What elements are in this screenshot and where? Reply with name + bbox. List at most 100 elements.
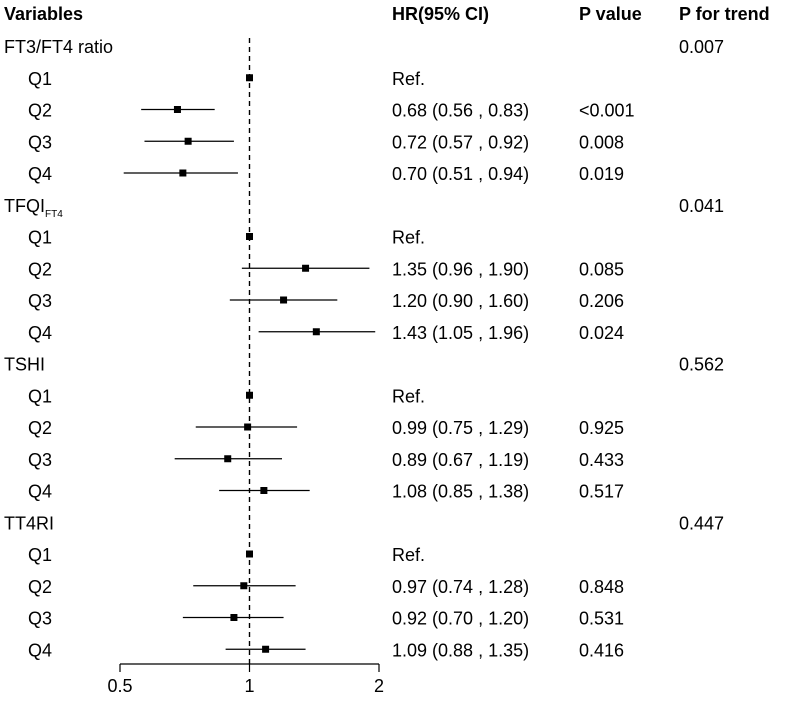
- p-value: 0.416: [579, 640, 624, 660]
- table-row: Q1 Ref.: [28, 545, 425, 565]
- p-value: 0.925: [579, 418, 624, 438]
- x-tick-label: 2: [374, 676, 384, 696]
- group-label: TSHI: [4, 355, 45, 375]
- hr-point-marker: [246, 391, 253, 399]
- hr-ci-text: Ref.: [392, 545, 425, 565]
- group-label: TT4RI: [4, 513, 54, 533]
- row-label: Q3: [28, 450, 52, 470]
- table-row: Q2 0.97 (0.74 , 1.28) 0.848: [28, 577, 624, 597]
- hr-ci-text: 1.09 (0.88 , 1.35): [392, 640, 529, 660]
- table-row: Q2 0.99 (0.75 , 1.29) 0.925: [28, 418, 624, 438]
- row-label: Q1: [28, 386, 52, 406]
- hr-point-marker: [230, 614, 238, 621]
- hr-ci-text: Ref.: [392, 69, 425, 89]
- p-value: 0.433: [579, 450, 624, 470]
- hr-ci-text: 0.70 (0.51 , 0.94): [392, 164, 529, 184]
- row-label: Q3: [28, 609, 52, 629]
- hr-point-marker: [240, 582, 248, 590]
- header-variables: Variables: [4, 4, 83, 24]
- table-row: Q1 Ref.: [28, 386, 425, 406]
- hr-point-marker: [302, 264, 310, 272]
- header-hr: HR(95% CI): [392, 4, 489, 24]
- hr-point-marker: [280, 296, 288, 304]
- p-for-trend: 0.562: [679, 355, 724, 375]
- p-value: 0.085: [579, 259, 624, 279]
- table-row: Q3 0.92 (0.70 , 1.20) 0.531: [28, 609, 624, 629]
- table-row: Q3 0.72 (0.57 , 0.92) 0.008: [28, 132, 624, 152]
- group-1: FT3/FT4 ratio 0.007 Q1 Ref. Q2 0.68 (0.56 , 0…: [4, 37, 724, 184]
- hr-point-marker: [246, 550, 253, 558]
- column-headers: Variables HR(95% CI) P value P for trend: [4, 4, 770, 24]
- table-row: Q1 Ref.: [28, 69, 425, 89]
- row-label: Q1: [28, 228, 52, 248]
- table-row: Q3 0.89 (0.67 , 1.19) 0.433: [28, 450, 624, 470]
- hr-ci-text: 1.20 (0.90 , 1.60): [392, 291, 529, 311]
- hr-ci-text: 1.43 (1.05 , 1.96): [392, 323, 529, 343]
- row-label: Q4: [28, 640, 52, 660]
- table-row: Q4 0.70 (0.51 , 0.94) 0.019: [28, 164, 624, 184]
- hr-point-marker: [244, 423, 252, 431]
- p-value: 0.848: [579, 577, 624, 597]
- hr-ci-text: 1.35 (0.96 , 1.90): [392, 259, 529, 279]
- row-label: Q4: [28, 482, 52, 502]
- p-value: 0.024: [579, 323, 624, 343]
- p-value: 0.531: [579, 609, 624, 629]
- table-row: Q3 1.20 (0.90 , 1.60) 0.206: [28, 291, 624, 311]
- hr-point-marker: [224, 455, 232, 463]
- p-for-trend: 0.007: [679, 37, 724, 57]
- hr-point-marker: [173, 106, 181, 113]
- p-value: 0.206: [579, 291, 624, 311]
- p-for-trend: 0.447: [679, 513, 724, 533]
- table-row: Q1 Ref.: [28, 228, 425, 248]
- group-2: TFQI FT4 0.041 Q1 Ref. Q2 1.35 (0.96 , 1.90) 0.…: [4, 196, 724, 343]
- table-row: Q2 1.35 (0.96 , 1.90) 0.085: [28, 259, 624, 279]
- table-row: Q2 0.68 (0.56 , 0.83) <0.001: [28, 101, 635, 121]
- hr-point-marker: [260, 487, 268, 494]
- hr-point-marker: [179, 169, 187, 177]
- header-p-value: P value: [579, 4, 642, 24]
- group-3: TSHI 0.562 Q1 Ref. Q2 0.99 (0.75 , 1.29) 0.925…: [4, 355, 724, 502]
- hr-ci-text: Ref.: [392, 386, 425, 406]
- header-p-trend: P for trend: [679, 4, 770, 24]
- hr-ci-text: 1.08 (0.85 , 1.38): [392, 482, 529, 502]
- row-label: Q2: [28, 577, 52, 597]
- hr-point-marker: [262, 645, 270, 653]
- group-label: TFQI: [4, 196, 45, 216]
- row-label: Q3: [28, 291, 52, 311]
- row-label: Q2: [28, 418, 52, 438]
- hr-ci-text: 0.72 (0.57 , 0.92): [392, 132, 529, 152]
- rows-layer: FT3/FT4 ratio 0.007 Q1 Ref. Q2 0.68 (0.56 , 0…: [4, 37, 724, 660]
- row-label: Q2: [28, 259, 52, 279]
- hr-point-marker: [246, 74, 253, 82]
- table-row: Q4 1.43 (1.05 , 1.96) 0.024: [28, 323, 624, 343]
- row-label: Q2: [28, 101, 52, 121]
- group-label-subscript: FT4: [45, 209, 63, 220]
- p-value: 0.517: [579, 482, 624, 502]
- hr-point-marker: [184, 137, 192, 145]
- p-value: 0.019: [579, 164, 624, 184]
- p-value: <0.001: [579, 101, 635, 121]
- row-label: Q4: [28, 164, 52, 184]
- row-label: Q1: [28, 545, 52, 565]
- x-tick-label: 1: [244, 676, 254, 696]
- p-value: 0.008: [579, 132, 624, 152]
- hr-ci-text: 0.89 (0.67 , 1.19): [392, 450, 529, 470]
- x-axis: 0.5 1 2: [107, 663, 384, 696]
- hr-point-marker: [246, 233, 253, 240]
- p-for-trend: 0.041: [679, 196, 724, 216]
- table-row: Q4 1.09 (0.88 , 1.35) 0.416: [28, 640, 624, 660]
- row-label: Q3: [28, 132, 52, 152]
- row-label: Q1: [28, 69, 52, 89]
- row-label: Q4: [28, 323, 52, 343]
- hr-ci-text: 0.99 (0.75 , 1.29): [392, 418, 529, 438]
- x-tick-label: 0.5: [107, 676, 132, 696]
- hr-ci-text: Ref.: [392, 228, 425, 248]
- hr-ci-text: 0.92 (0.70 , 1.20): [392, 609, 529, 629]
- hr-ci-text: 0.97 (0.74 , 1.28): [392, 577, 529, 597]
- group-label: FT3/FT4 ratio: [4, 37, 113, 57]
- hr-point-marker: [312, 328, 320, 336]
- hr-ci-text: 0.68 (0.56 , 0.83): [392, 101, 529, 121]
- table-row: Q4 1.08 (0.85 , 1.38) 0.517: [28, 482, 624, 502]
- group-4: TT4RI 0.447 Q1 Ref. Q2 0.97 (0.74 , 1.28) 0.84…: [4, 513, 724, 660]
